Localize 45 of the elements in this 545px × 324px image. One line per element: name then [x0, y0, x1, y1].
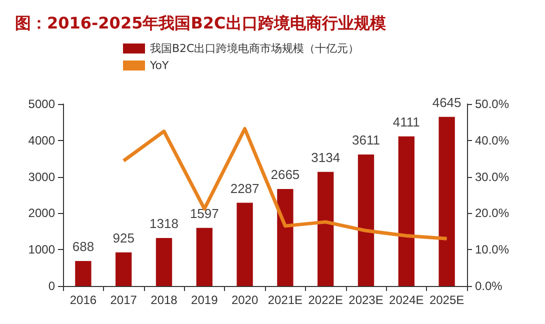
y2-tick-label: 40.0% [475, 133, 510, 148]
bar [116, 252, 132, 286]
bar [196, 228, 212, 286]
bar [156, 238, 172, 286]
x-tick-label: 2025E [429, 293, 464, 307]
y2-tick-label: 20.0% [475, 206, 510, 220]
data-label: 1597 [190, 206, 219, 221]
data-label: 4645 [432, 94, 462, 110]
y-tick-label: 2000 [28, 206, 56, 220]
y-tick-label: 3000 [28, 170, 56, 184]
x-tick-label: 2019 [191, 293, 218, 307]
y2-tick-label: 30.0% [475, 170, 510, 184]
legend-label: YoY [149, 59, 169, 72]
legend-label: 我国B2C出口跨境电商市场规模（十亿元） [150, 42, 360, 55]
y2-tick-label: 10.0% [475, 242, 510, 257]
y-tick-label: 1000 [28, 242, 56, 257]
bar [75, 260, 92, 286]
data-label: 1318 [150, 216, 178, 232]
data-label: 4111 [392, 114, 420, 130]
data-label: 3134 [311, 150, 340, 165]
y2-tick-label: 50.0% [475, 97, 510, 111]
bar [358, 154, 374, 286]
y2-tick-label: 0.0% [475, 279, 503, 293]
bar [398, 136, 414, 286]
data-label: 925 [112, 230, 134, 246]
x-tick-label: 2022E [308, 293, 343, 307]
data-label: 2665 [270, 166, 300, 182]
chart-title: 图：2016-2025年我国B2C出口跨境电商行业规模 [15, 14, 386, 32]
x-tick-label: 2018 [150, 293, 178, 307]
y-tick-label: 5000 [28, 97, 56, 111]
bar [277, 188, 294, 286]
x-tick-label: 2017 [110, 293, 138, 307]
y-tick-label: 0 [48, 279, 56, 293]
y-tick-label: 4000 [28, 133, 56, 148]
bar [236, 202, 253, 286]
x-tick-label: 2023E [348, 293, 384, 307]
data-label: 2287 [230, 180, 260, 196]
bar [318, 172, 334, 286]
bar [438, 116, 455, 286]
data-label: 3611 [352, 132, 380, 148]
x-tick-label: 2020 [231, 293, 258, 307]
data-label: 688 [72, 238, 94, 254]
x-tick-label: 2016 [70, 293, 97, 307]
x-tick-label: 2021E [268, 293, 303, 307]
x-tick-label: 2024E [389, 293, 424, 307]
